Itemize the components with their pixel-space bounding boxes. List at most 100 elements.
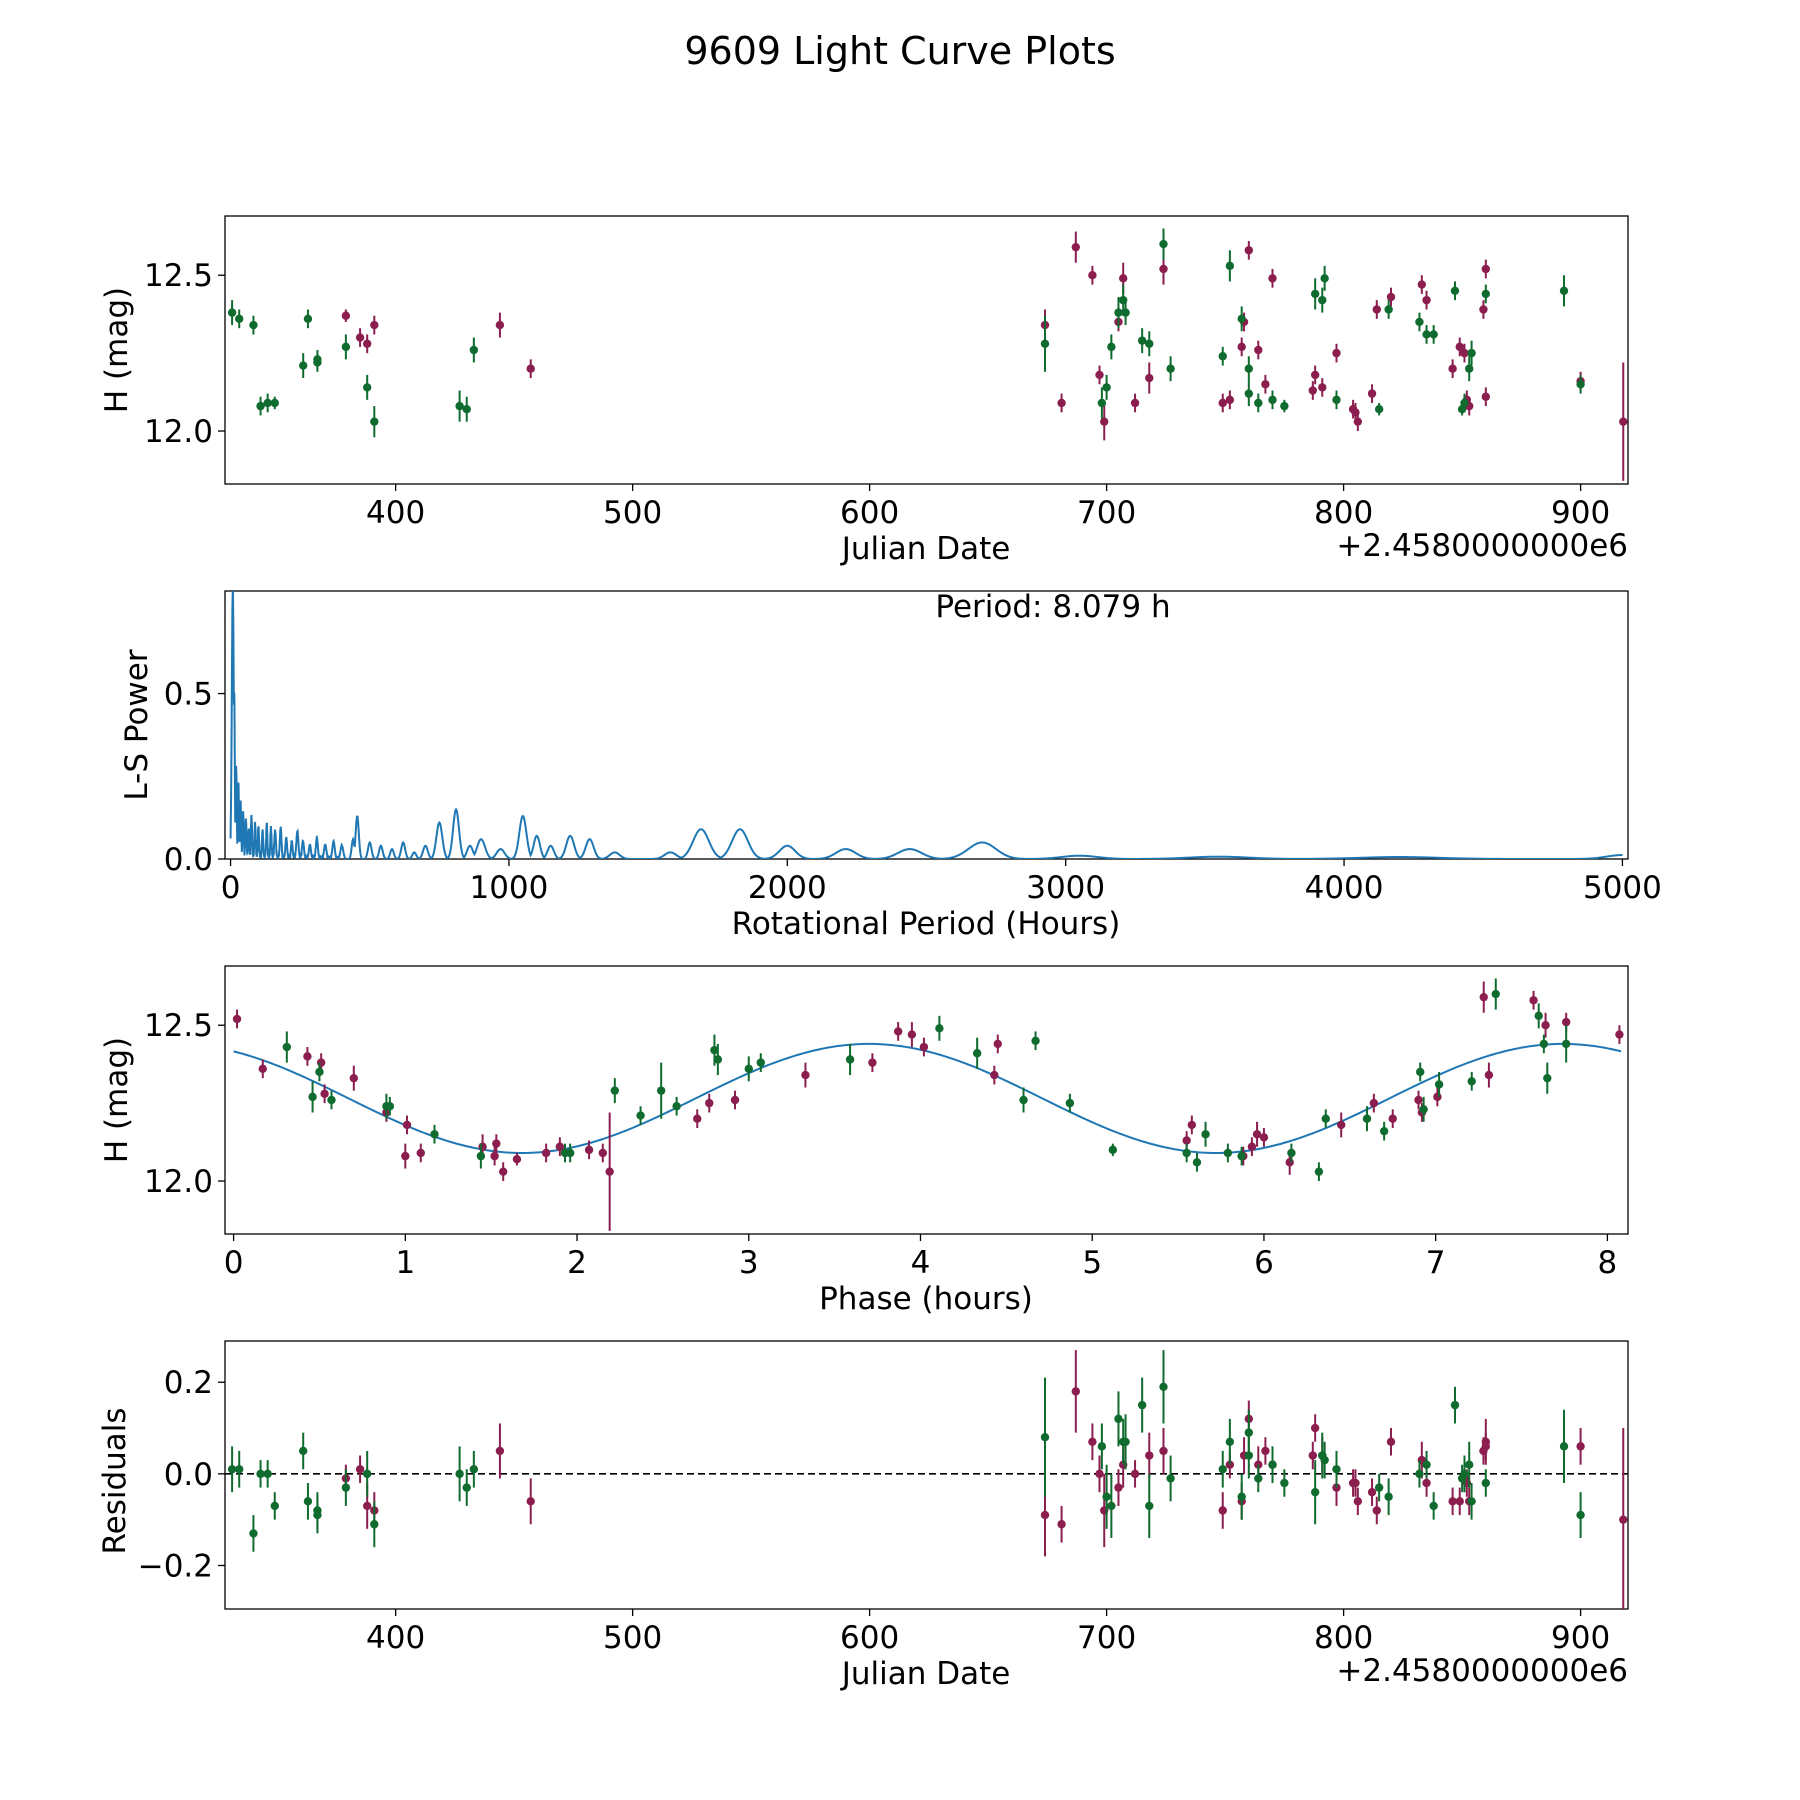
light-curve-point-band-a [362,339,372,348]
light-curve-point-band-b [1244,389,1254,398]
phased-curve-point-band-a [490,1151,499,1161]
residuals-point-band-b [1374,1483,1384,1492]
phased-curve-marks [232,978,1624,1231]
phased-curve-point-band-a [498,1167,508,1176]
residuals-ytick-label: 0.0 [164,1457,213,1493]
phased-curve-point-band-b [327,1095,336,1105]
residuals-point-band-b [1225,1437,1235,1446]
phased-curve-point-band-b [308,1092,317,1102]
light-curve-point-band-b [1310,289,1320,299]
residuals-point-band-a [1386,1437,1396,1446]
phased-curve-point-band-a [1433,1092,1442,1102]
residuals-point-band-b [1218,1465,1227,1474]
phased-curve-xtick-label: 4 [911,1245,931,1281]
residuals-point-band-b [1237,1492,1246,1501]
phased-curve-point-band-b [845,1055,855,1064]
residuals-xtick-label: 600 [840,1620,899,1656]
residuals-point-band-b [313,1510,322,1520]
light-curve-point-band-b [313,355,322,364]
light-curve-xtick-label: 800 [1314,495,1373,531]
phased-curve-point-band-a [605,1167,614,1176]
residuals-point-band-b [341,1483,351,1492]
periodogram-xtick-label: 3000 [1026,870,1105,906]
light-curve-point-band-a [495,320,505,330]
phased-curve-xtick-label: 5 [1082,1245,1102,1281]
phased-curve-point-band-a [1561,1017,1571,1027]
light-curve-point-band-a [341,311,351,320]
residuals-xtick-label: 800 [1314,1620,1373,1656]
light-curve-point-band-b [362,383,372,392]
light-curve-xlabel: Julian Date [840,531,1011,567]
light-curve-point-band-b [1422,330,1431,339]
periodogram-panel: 0 1000 2000 3000 4000 5000 0.0 0.5 Period: 8.07… [119,589,1662,942]
residuals-point-band-a [1130,1469,1140,1479]
light-curve-point-band-b [469,345,479,355]
light-curve-point-band-b [1268,395,1277,405]
light-curve-point-band-b [1576,380,1585,389]
phased-curve-point-band-b [935,1024,944,1033]
phased-curve-xtick-label: 2 [567,1245,587,1281]
light-curve-point-band-b [299,361,308,370]
residuals-point-band-b [1268,1460,1277,1469]
residuals-point-band-b [1576,1510,1585,1520]
residuals-point-band-a [1225,1460,1235,1469]
light-curve-point-band-a [1100,417,1109,426]
phased-curve-point-band-b [1467,1077,1476,1086]
residuals-xtick-label: 700 [1077,1620,1136,1656]
phased-curve-point-band-a [1541,1021,1550,1030]
phased-curve-point-band-a [1414,1095,1423,1105]
light-curve-point-band-b [1237,314,1246,324]
light-curve-point-band-a [1619,417,1628,426]
phased-curve-point-band-b [672,1102,681,1111]
light-curve-point-band-b [1254,398,1263,408]
phased-curve-point-band-b [1237,1151,1246,1161]
phased-curve-point-band-a [730,1095,740,1105]
light-curve-point-band-b [249,320,258,330]
residuals-point-band-b [249,1529,258,1538]
light-curve-point-band-a [1481,392,1491,401]
phased-curve-point-band-a [1479,992,1488,1002]
residuals-point-band-a [1351,1478,1360,1488]
light-curve-point-band-b [235,314,244,324]
light-curve-point-band-b [1107,342,1116,352]
phased-curve-point-band-a [402,1120,412,1130]
light-curve-point-band-a [1268,274,1277,283]
residuals-point-band-b [1121,1437,1130,1446]
light-curve-ylabel: H (mag) [99,287,135,413]
light-curve-point-band-a [1481,264,1491,274]
phased-curve-point-band-b [1314,1167,1324,1176]
residuals-point-band-b [1166,1474,1175,1483]
phased-curve-ytick-label: 12.0 [144,1164,213,1200]
residuals-point-band-b [455,1469,464,1479]
residuals-ylabel: Residuals [97,1407,133,1554]
phased-curve-xtick-label: 8 [1598,1245,1618,1281]
phased-curve-point-band-b [1543,1073,1552,1083]
phased-curve-ytick-label: 12.5 [144,1008,213,1044]
phased-curve-point-band-b [710,1045,719,1055]
residuals-point-band-b [1332,1465,1341,1474]
light-curve-ytick-label: 12.5 [144,258,213,294]
residuals-point-band-a [1159,1446,1168,1456]
residuals-point-band-b [1107,1501,1116,1511]
residuals-point-band-a [526,1497,535,1506]
light-curve-point-band-a [1386,292,1396,302]
phased-curve-point-band-b [1491,989,1500,999]
residuals-point-band-a [362,1501,372,1511]
light-curve-point-band-a [355,333,365,342]
phased-curve-point-band-b [1419,1105,1428,1114]
light-curve-panel: 400 500 600 700 800 900 12.0 12.5 Julian Date +… [99,215,1629,567]
residuals-point-band-a [1448,1497,1457,1506]
phased-curve-axes-frame [224,965,1629,1235]
phased-curve-point-band-a [1369,1098,1379,1108]
phased-curve-point-band-a [1484,1070,1494,1080]
phased-curve-point-band-a [1388,1114,1397,1123]
light-curve-point-band-b [1114,308,1123,317]
light-curve-point-band-a [1145,373,1154,383]
residuals-point-band-b [1145,1501,1154,1511]
phased-curve-point-band-b [315,1067,324,1077]
residuals-point-band-b [1310,1487,1320,1497]
residuals-point-band-b [1244,1428,1254,1437]
light-curve-point-band-b [1332,395,1341,405]
light-curve-point-band-b [1467,348,1476,358]
phased-curve-point-band-a [868,1058,877,1067]
